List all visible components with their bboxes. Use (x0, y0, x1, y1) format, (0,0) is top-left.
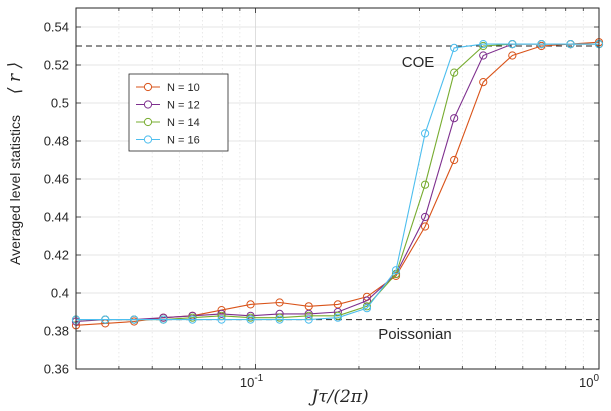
data-point (450, 155, 459, 165)
data-point (101, 315, 110, 324)
y-tick-label: 0.42 (44, 248, 69, 263)
y-tick-label: 0.46 (44, 172, 69, 187)
legend-marker (143, 100, 153, 109)
data-point (130, 315, 139, 324)
y-tick-label: 0.5 (51, 96, 69, 111)
data-point (333, 313, 342, 322)
grid (75, 8, 600, 370)
data-point (508, 40, 517, 49)
tick-labels: 0.36 0.38 0.4 0.42 0.44 0.46 0.48 0.5 0.52 0.54 10… (44, 20, 600, 391)
legend-label: N = 10 (167, 82, 200, 94)
data-point (362, 304, 372, 313)
legend-marker (143, 82, 153, 92)
data-point (479, 78, 488, 87)
legend-items: N = 10 N = 12 N = 14 N = 16 (136, 82, 200, 147)
y-tick-label: 0.38 (44, 324, 69, 339)
x-tick-label: 10-1 (240, 373, 264, 390)
plot-frame (75, 7, 600, 370)
data-point (304, 315, 313, 324)
y-tick-label: 0.54 (44, 20, 69, 35)
y-axis-title: Averaged level statistics (7, 115, 23, 265)
annotation-poissonian: Poissonian (378, 326, 451, 343)
data-point (159, 315, 168, 324)
data-point (246, 315, 255, 324)
data-point (450, 114, 459, 123)
data-point (188, 315, 197, 324)
axis-ticks (75, 8, 600, 370)
legend-label: N = 16 (167, 135, 200, 147)
y-tick-label: 0.4 (51, 286, 69, 301)
series-n=16 (71, 40, 604, 324)
data-point (450, 43, 459, 53)
data-point (566, 40, 575, 49)
legend: N = 10 N = 12 N = 14 N = 16 (128, 73, 229, 152)
data-point (420, 129, 430, 138)
series-line (76, 43, 599, 321)
y-tick-label: 0.48 (44, 134, 69, 149)
data-point (479, 51, 488, 60)
data-point (420, 222, 430, 231)
data-point (479, 40, 488, 49)
x-axis-title: Jτ/(2π) (308, 387, 368, 407)
series-layer (71, 38, 604, 330)
data-point (217, 315, 226, 324)
x-tick-label: 100 (579, 373, 599, 390)
data-point (275, 298, 284, 307)
y-tick-label: 0.36 (44, 362, 69, 377)
data-point (420, 180, 430, 189)
y-axis-symbol: ⟨ r ⟩ (5, 62, 25, 94)
data-point (246, 300, 255, 309)
annotation-coe: COE (402, 54, 435, 71)
legend-label: N = 12 (167, 100, 200, 112)
legend-label: N = 14 (167, 117, 200, 129)
y-tick-label: 0.52 (44, 58, 69, 73)
data-point (537, 40, 546, 49)
y-tick-label: 0.44 (44, 210, 69, 225)
data-point (275, 315, 284, 324)
data-point (391, 266, 401, 275)
data-point (450, 68, 459, 77)
legend-marker (143, 135, 153, 144)
legend-marker (143, 117, 153, 127)
data-point (508, 51, 517, 60)
data-point (420, 212, 430, 222)
